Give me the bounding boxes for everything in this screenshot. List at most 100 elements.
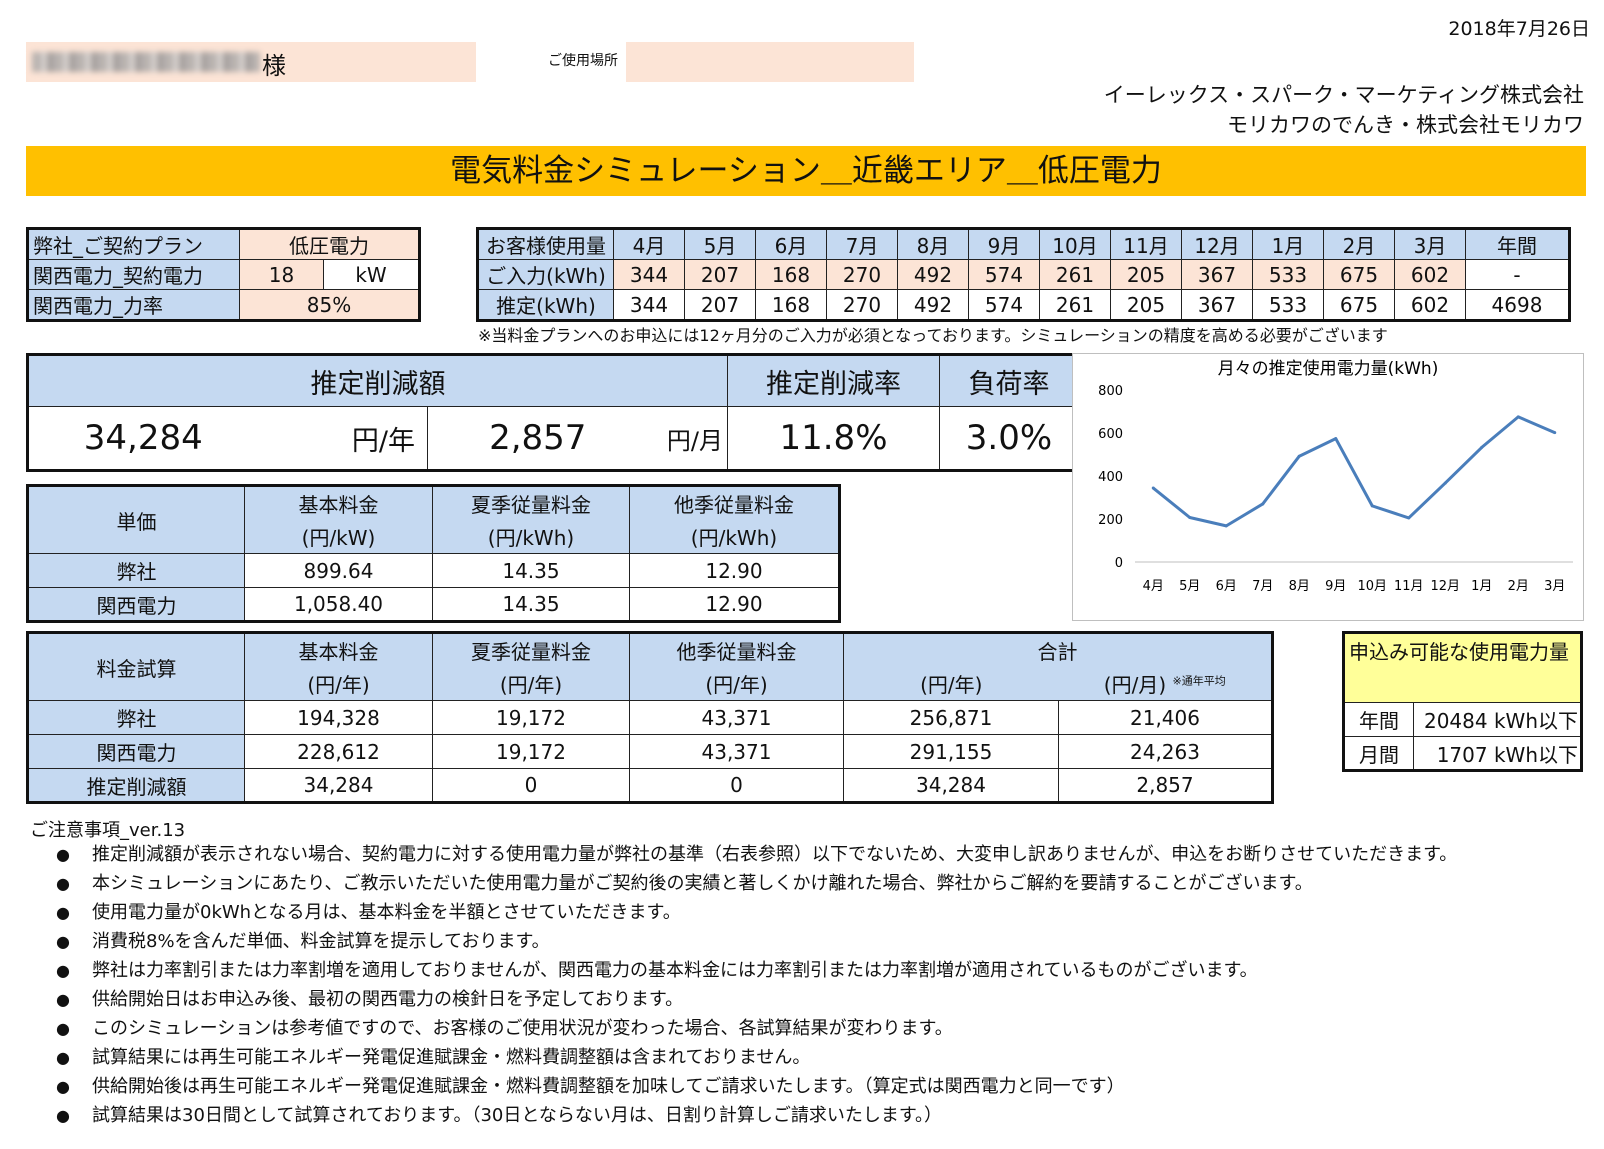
note-item: ● 推定削減額が表示されない場合、契約電力に対する使用電力量が弊社の基準（右表参照… bbox=[56, 840, 1457, 869]
calc-basic-header: 基本料金 bbox=[244, 632, 433, 667]
input-usage-cell[interactable]: 367 bbox=[1181, 259, 1253, 290]
line-chart-svg: 月々の推定使用電力量(kWh) 0 200 400 600 800 4月 5月 6月 7月 8月 9… bbox=[1098, 358, 1573, 594]
table-cell: 12.90 bbox=[629, 553, 840, 588]
plan-label: 弊社_ご契約プラン bbox=[27, 228, 240, 260]
input-usage-cell[interactable]: 602 bbox=[1394, 259, 1466, 290]
data-point bbox=[1407, 516, 1411, 520]
x-tick-label: 6月 bbox=[1216, 579, 1237, 594]
customer-honorific: 様 bbox=[262, 52, 286, 80]
other-season-rate-unit: (円/kWh) bbox=[629, 519, 840, 554]
input-usage-cell[interactable]: 574 bbox=[968, 259, 1040, 290]
estimated-usage-cell: 205 bbox=[1110, 289, 1182, 321]
yearly-savings-value: 34,284 bbox=[27, 406, 258, 471]
calc-other-header: 他季従量料金 bbox=[629, 632, 844, 667]
month-header: 3月 bbox=[1394, 228, 1466, 260]
month-header: 1月 bbox=[1252, 228, 1324, 260]
table-cell: 14.35 bbox=[432, 587, 630, 622]
usage-series-line bbox=[1152, 415, 1556, 528]
table-cell: 194,328 bbox=[244, 700, 433, 735]
calc-summer-unit: (円/年) bbox=[432, 666, 630, 701]
estimated-usage-cell: 533 bbox=[1252, 289, 1324, 321]
usage-table: お客様使用量 4月 5月 6月 7月 8月 9月 10月 11月 12月 1月 2月 3月 年間 ご入力… bbox=[476, 227, 1571, 322]
load-factor-header: 負荷率 bbox=[939, 354, 1080, 407]
input-usage-cell[interactable]: 261 bbox=[1039, 259, 1111, 290]
row-label-kansai: 関西電力 bbox=[27, 587, 245, 622]
table-cell: 43,371 bbox=[629, 734, 844, 769]
note-text: 推定削減額が表示されない場合、契約電力に対する使用電力量が弊社の基準（右表参照）… bbox=[92, 844, 1458, 865]
table-cell: 256,871 bbox=[843, 700, 1059, 735]
y-tick-label: 800 bbox=[1098, 384, 1123, 399]
y-tick-label: 600 bbox=[1098, 427, 1123, 442]
data-point bbox=[1443, 481, 1447, 485]
input-usage-cell[interactable]: 270 bbox=[826, 259, 898, 290]
bullet-icon: ● bbox=[56, 1106, 70, 1125]
calc-basic-unit: (円/年) bbox=[244, 666, 433, 701]
contract-plan-table: 弊社_ご契約プラン 低圧電力 関西電力_契約電力 18 kW 関西電力_力率 8… bbox=[26, 227, 421, 322]
input-usage-cell[interactable]: 205 bbox=[1110, 259, 1182, 290]
bullet-icon: ● bbox=[56, 1048, 70, 1067]
x-tick-label: 5月 bbox=[1179, 579, 1200, 594]
data-point bbox=[1516, 415, 1520, 419]
savings-summary-table: 推定削減額 推定削減率 負荷率 34,284 円/年 2,857 円/月 11.… bbox=[26, 353, 1081, 472]
table-cell: 19,172 bbox=[432, 734, 630, 769]
note-text: 弊社は力率割引または力率割増を適用しておりませんが、関西電力の基本料金には力率割… bbox=[92, 960, 1258, 981]
table-cell: 34,284 bbox=[843, 768, 1059, 803]
data-point bbox=[1480, 445, 1484, 449]
input-usage-cell[interactable]: 533 bbox=[1252, 259, 1324, 290]
data-point bbox=[1224, 524, 1228, 528]
estimated-usage-cell: 207 bbox=[684, 289, 756, 321]
input-usage-cell[interactable]: 675 bbox=[1323, 259, 1395, 290]
estimated-usage-cell: 261 bbox=[1039, 289, 1111, 321]
bullet-icon: ● bbox=[56, 1019, 70, 1038]
estimated-usage-cell: 270 bbox=[826, 289, 898, 321]
basic-charge-header: 基本料金 bbox=[244, 485, 433, 520]
usage-limit-title: 申込み可能な使用電力量 bbox=[1343, 632, 1582, 703]
estimated-usage-cell: 344 bbox=[613, 289, 685, 321]
input-usage-cell[interactable]: 207 bbox=[684, 259, 756, 290]
page-title: 電気料金シミュレーション＿近畿エリア＿低圧電力 bbox=[26, 146, 1586, 196]
table-cell: 0 bbox=[432, 768, 630, 803]
month-header: 4月 bbox=[613, 228, 685, 260]
bullet-icon: ● bbox=[56, 990, 70, 1009]
note-item: ● 消費税8%を含んだ単価、料金試算を提示しております。 bbox=[56, 927, 1457, 956]
charge-calculation-table: 料金試算 基本料金 夏季従量料金 他季従量料金 合計 (円/年) (円/年) (… bbox=[26, 631, 1274, 804]
annual-limit-label: 年間 bbox=[1343, 702, 1414, 737]
month-header: 11月 bbox=[1110, 228, 1182, 260]
table-cell: 34,284 bbox=[244, 768, 433, 803]
input-usage-cell[interactable]: 168 bbox=[755, 259, 827, 290]
annual-limit-value: 20484 kWh以下 bbox=[1413, 702, 1582, 737]
input-usage-cell[interactable]: 344 bbox=[613, 259, 685, 290]
annual-header: 年間 bbox=[1465, 228, 1570, 260]
bullet-icon: ● bbox=[56, 961, 70, 980]
month-header: 12月 bbox=[1181, 228, 1253, 260]
data-point bbox=[1297, 454, 1301, 458]
x-tick-label: 3月 bbox=[1544, 579, 1565, 594]
calc-label: 料金試算 bbox=[27, 632, 245, 701]
note-item: ● 本シミュレーションにあたり、ご教示いただいた使用電力量がご契約後の実績と著しく… bbox=[56, 869, 1457, 898]
note-item: ● 供給開始日はお申込み後、最初の関西電力の検針日を予定しております。 bbox=[56, 985, 1457, 1014]
note-item: ● 使用電力量が0kWhとなる月は、基本料金を半額とさせていただきます。 bbox=[56, 898, 1457, 927]
note-text: 試算結果は30日間として試算されております。（30日とならない月は、日割り計算し… bbox=[92, 1105, 943, 1126]
usage-location-field bbox=[626, 42, 914, 82]
estimated-usage-cell: 602 bbox=[1394, 289, 1466, 321]
estimated-usage-cell: 367 bbox=[1181, 289, 1253, 321]
note-item: ● 弊社は力率割引または力率割増を適用しておりませんが、関西電力の基本料金には力率… bbox=[56, 956, 1457, 985]
month-header: 9月 bbox=[968, 228, 1040, 260]
yearly-savings-unit: 円/年 bbox=[257, 406, 428, 471]
note-text: 本シミュレーションにあたり、ご教示いただいた使用電力量がご契約後の実績と著しくか… bbox=[92, 873, 1313, 894]
table-cell: 1,058.40 bbox=[244, 587, 433, 622]
x-tick-label: 12月 bbox=[1430, 579, 1460, 594]
notes-heading: ご注意事項_ver.13 bbox=[30, 820, 186, 841]
note-text: このシミュレーションは参考値ですので、お客様のご使用状況が変わった場合、各試算結… bbox=[92, 1018, 953, 1039]
input-usage-cell[interactable]: 492 bbox=[897, 259, 969, 290]
other-season-rate-header: 他季従量料金 bbox=[629, 485, 840, 520]
x-tick-label: 7月 bbox=[1252, 579, 1273, 594]
unit-price-table: 単価 基本料金 夏季従量料金 他季従量料金 (円/kW) (円/kWh) (円/… bbox=[26, 484, 841, 623]
data-point bbox=[1151, 486, 1155, 490]
bullet-icon: ● bbox=[56, 903, 70, 922]
input-row-label: ご入力(kWh) bbox=[477, 259, 614, 290]
month-header: 10月 bbox=[1039, 228, 1111, 260]
contract-power-label: 関西電力_契約電力 bbox=[27, 259, 240, 290]
row-label-our-company: 弊社 bbox=[27, 553, 245, 588]
x-tick-label: 8月 bbox=[1289, 579, 1310, 594]
